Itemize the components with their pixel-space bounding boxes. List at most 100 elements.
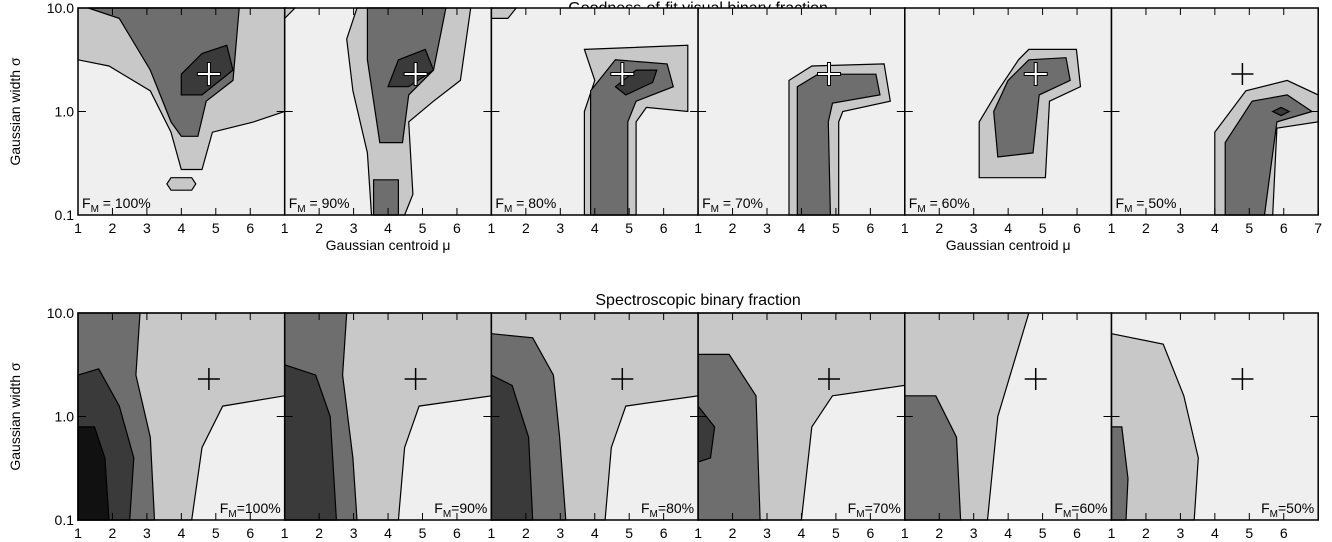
contour-region: [387, 48, 435, 88]
panel: 1 2 3 4 5 6 FM = 60%: [901, 7, 1113, 236]
contour-region: [1224, 94, 1314, 216]
x-tick-label: 5: [419, 525, 427, 541]
x-tick-label: 4: [1004, 525, 1012, 541]
x-tick-label: 1: [488, 525, 496, 541]
y-tick-label: 0.1: [55, 207, 75, 223]
y-axis-label: Gaussian width σ: [7, 57, 23, 166]
label-fraction: 80%: [528, 195, 556, 211]
x-tick-label: 2: [729, 525, 737, 541]
marker-cross: [197, 63, 220, 86]
label-subscript: M: [1124, 204, 1132, 215]
panel-label: FM=100%: [220, 500, 281, 520]
panel: 1 2 3 4 5 6FM=90%: [281, 312, 493, 541]
panel-label: FM = 100%: [82, 195, 151, 215]
panel-label: FM = 50%: [1116, 195, 1177, 215]
label-sep: =: [99, 195, 115, 211]
x-tick-label: 2: [1142, 220, 1150, 236]
x-tick-label: 4: [177, 525, 185, 541]
panel: 1 2 3 4 5 6 FM = 80%: [488, 7, 699, 236]
x-tick-label: 6: [866, 220, 874, 236]
label-symbol: F: [434, 500, 443, 516]
x-tick-label: 5: [1039, 220, 1047, 236]
label-fraction: 50%: [1286, 500, 1314, 516]
x-tick-label: 2: [522, 525, 530, 541]
x-tick-label: 2: [109, 525, 117, 541]
x-tick-label: 5: [212, 220, 220, 236]
x-tick-label: 6: [1280, 525, 1288, 541]
x-tick-label: 3: [556, 220, 564, 236]
label-symbol: F: [1054, 500, 1063, 516]
x-tick-label: 7: [1314, 220, 1322, 236]
label-sep: =: [719, 195, 735, 211]
label-sep: =: [1071, 500, 1079, 516]
x-tick-label: 6: [453, 220, 461, 236]
contour-region: [166, 177, 197, 191]
label-fraction: 70%: [735, 195, 763, 211]
x-tick-label: 4: [798, 525, 806, 541]
label-subscript: M: [1270, 509, 1278, 520]
label-symbol: F: [82, 195, 91, 211]
x-tick-label: 5: [1245, 220, 1253, 236]
marker-cross: [818, 63, 841, 86]
x-tick-label: 6: [453, 525, 461, 541]
contour-region: [993, 57, 1071, 158]
x-tick-label: 2: [522, 220, 530, 236]
marker-cross: [1231, 368, 1254, 391]
x-tick-label: 1: [488, 220, 496, 236]
x-tick-label: 6: [246, 220, 254, 236]
label-sep: =: [1132, 195, 1148, 211]
label-fraction: 90%: [459, 500, 487, 516]
x-tick-label: 4: [798, 220, 806, 236]
x-tick-label: 6: [660, 220, 668, 236]
panel-label: FM = 60%: [909, 195, 970, 215]
marker-cross: [611, 63, 634, 86]
marker-cross: [197, 368, 220, 391]
x-tick-label: 6: [1073, 220, 1081, 236]
panel: 1 2 3 4 5 6 0.1 1.0 10.0 FM=100%: [47, 305, 286, 541]
label-sep: =: [512, 195, 528, 211]
marker: [403, 62, 428, 87]
label-subscript: M: [711, 204, 719, 215]
contour-region: [589, 59, 675, 216]
label-fraction: 100%: [115, 195, 151, 211]
label-sep: =: [451, 500, 459, 516]
x-tick-label: 5: [212, 525, 220, 541]
x-tick-label: 4: [384, 220, 392, 236]
x-tick-label: 5: [832, 525, 840, 541]
label-symbol: F: [289, 195, 298, 211]
y-tick-label: 10.0: [47, 305, 74, 321]
x-tick-label: 4: [1004, 220, 1012, 236]
label-fraction: 80%: [666, 500, 694, 516]
x-tick-label: 2: [935, 525, 943, 541]
x-tick-label: 3: [556, 525, 564, 541]
label-subscript: M: [504, 204, 512, 215]
label-fraction: 60%: [942, 195, 970, 211]
x-tick-label: 6: [660, 525, 668, 541]
x-tick-label: 6: [866, 525, 874, 541]
marker: [1024, 368, 1047, 391]
marker: [1231, 368, 1254, 391]
x-tick-label: 1: [901, 525, 909, 541]
contour-region: [796, 73, 881, 216]
marker-cross: [818, 368, 841, 391]
label-subscript: M: [443, 509, 451, 520]
x-tick-label: 2: [315, 525, 323, 541]
x-tick-label: 3: [763, 220, 771, 236]
x-tick-label: 1: [281, 220, 289, 236]
label-subscript: M: [228, 509, 236, 520]
x-axis-label: Gaussian centroid μ: [326, 237, 451, 253]
marker-cross: [404, 63, 427, 86]
x-tick-label: 4: [591, 220, 599, 236]
label-fraction: 100%: [245, 500, 281, 516]
y-axis-label: Gaussian width σ: [7, 362, 23, 471]
x-tick-label: 4: [591, 525, 599, 541]
x-tick-label: 2: [935, 220, 943, 236]
label-fraction: 50%: [1148, 195, 1176, 211]
label-symbol: F: [909, 195, 918, 211]
x-tick-label: 3: [350, 525, 358, 541]
panel: 1 2 3 4 5 6FM=60%: [901, 312, 1113, 541]
x-tick-label: 5: [1039, 525, 1047, 541]
row-title: Spectroscopic binary fraction: [595, 292, 800, 309]
x-tick-label: 2: [315, 220, 323, 236]
panel-label: FM=80%: [641, 500, 694, 520]
